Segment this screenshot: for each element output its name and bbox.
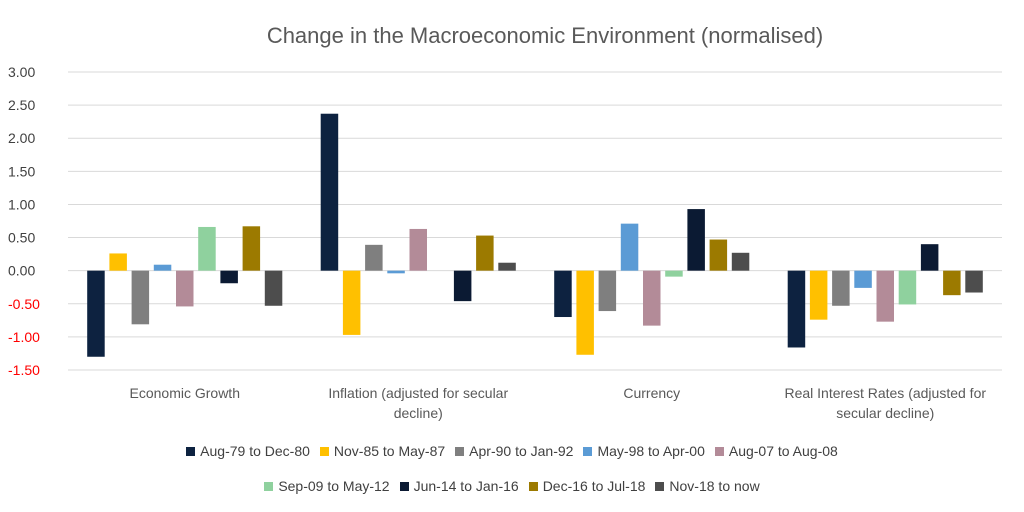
legend-item: Dec-16 to Jul-18: [528, 478, 646, 494]
bar: [220, 270, 238, 284]
legend-row-2: Sep-09 to May-12 Jun-14 to Jan-16 Dec-16 t…: [0, 478, 1024, 494]
legend-label: Dec-16 to Jul-18: [542, 478, 646, 494]
bar: [365, 244, 383, 271]
legend-item: Aug-79 to Dec-80: [186, 443, 310, 459]
y-tick-label: 2.00: [8, 130, 35, 146]
legend-item: Nov-18 to now: [655, 478, 760, 494]
legend-swatch: [655, 481, 665, 491]
legend-label: Aug-07 to Aug-08: [728, 443, 838, 459]
legend-label: Apr-90 to Jan-92: [469, 443, 574, 459]
x-category-label: Inflation (adjusted for secular: [328, 385, 508, 401]
y-tick-label: 1.00: [8, 196, 35, 212]
x-category-label: decline): [394, 405, 443, 421]
bar: [342, 270, 361, 335]
bar: [898, 270, 917, 305]
chart-title: Change in the Macroeconomic Environment …: [267, 23, 823, 48]
y-tick-label: -1.00: [8, 329, 40, 345]
bar: [87, 270, 105, 357]
y-tick-label: 3.00: [8, 64, 35, 80]
x-axis-labels: Economic Growth Inflation (adjusted for s…: [130, 385, 987, 421]
x-category-label: Real Interest Rates (adjusted for: [784, 385, 986, 401]
y-tick-label: -0.50: [8, 296, 40, 312]
legend-swatch: [264, 481, 274, 491]
legend-row-1: Aug-79 to Dec-80 Nov-85 to May-87 Apr-90 t…: [0, 443, 1024, 459]
bar: [176, 270, 194, 307]
y-tick-label: 1.50: [8, 163, 35, 179]
bar: [198, 226, 216, 271]
bar: [620, 223, 639, 271]
bar: [387, 270, 405, 274]
bar: [498, 262, 516, 271]
y-tick-label: 0.00: [8, 263, 35, 279]
legend-label: May-98 to Apr-00: [597, 443, 705, 459]
bar: [854, 270, 872, 288]
bar: [709, 239, 728, 271]
legend-swatch: [319, 446, 329, 456]
legend-label: Sep-09 to May-12: [278, 478, 390, 494]
legend-swatch: [528, 481, 538, 491]
bar: [476, 235, 494, 271]
grid-lines: [68, 71, 1002, 371]
bar: [787, 270, 806, 348]
legend-item: Apr-90 to Jan-92: [455, 443, 573, 459]
bar: [264, 270, 283, 306]
y-tick-label: 0.50: [8, 230, 35, 246]
bar: [109, 253, 127, 271]
legend-item: Nov-85 to May-87: [319, 443, 446, 459]
legend-label: Jun-14 to Jan-16: [413, 478, 519, 494]
bar: [965, 270, 983, 293]
bar: [643, 270, 661, 326]
bar: [409, 228, 427, 271]
y-axis-ticks: 3.00 2.50 2.00 1.50 1.00 0.50 0.00 -0.50 -1.00 -1…: [8, 64, 40, 378]
x-category-label: Economic Growth: [130, 385, 240, 401]
bar: [920, 244, 939, 271]
bar: [832, 270, 850, 306]
bar: [153, 264, 172, 271]
legend-label: Aug-79 to Dec-80: [200, 443, 310, 459]
bar: [453, 270, 472, 302]
y-tick-label: 2.50: [8, 97, 35, 113]
bar: [598, 270, 617, 312]
bar: [876, 270, 894, 322]
bar: [320, 113, 339, 271]
legend-label: Nov-18 to now: [669, 478, 760, 494]
legend-item: May-98 to Apr-00: [583, 443, 705, 459]
bar: [554, 270, 572, 318]
bar: [242, 226, 261, 271]
y-tick-label: -1.50: [8, 362, 40, 378]
legend-swatch: [186, 446, 196, 456]
x-category-label: secular decline): [836, 405, 934, 421]
bars: [87, 113, 983, 357]
legend-swatch: [714, 446, 724, 456]
legend-swatch: [399, 481, 409, 491]
legend-swatch: [455, 446, 465, 456]
legend-item: Aug-07 to Aug-08: [714, 443, 838, 459]
bar: [731, 252, 750, 271]
x-category-label: Currency: [623, 385, 680, 401]
legend-item: Jun-14 to Jan-16: [399, 478, 519, 494]
bar: [576, 270, 594, 355]
bar: [131, 270, 150, 325]
legend-label: Nov-85 to May-87: [333, 443, 446, 459]
bar: [687, 209, 705, 271]
legend-swatch: [583, 446, 593, 456]
bar: [665, 270, 683, 277]
bar-chart: Change in the Macroeconomic Environment …: [8, 23, 1002, 421]
bar: [809, 270, 828, 320]
bar: [943, 270, 961, 296]
legend-item: Sep-09 to May-12: [264, 478, 390, 494]
